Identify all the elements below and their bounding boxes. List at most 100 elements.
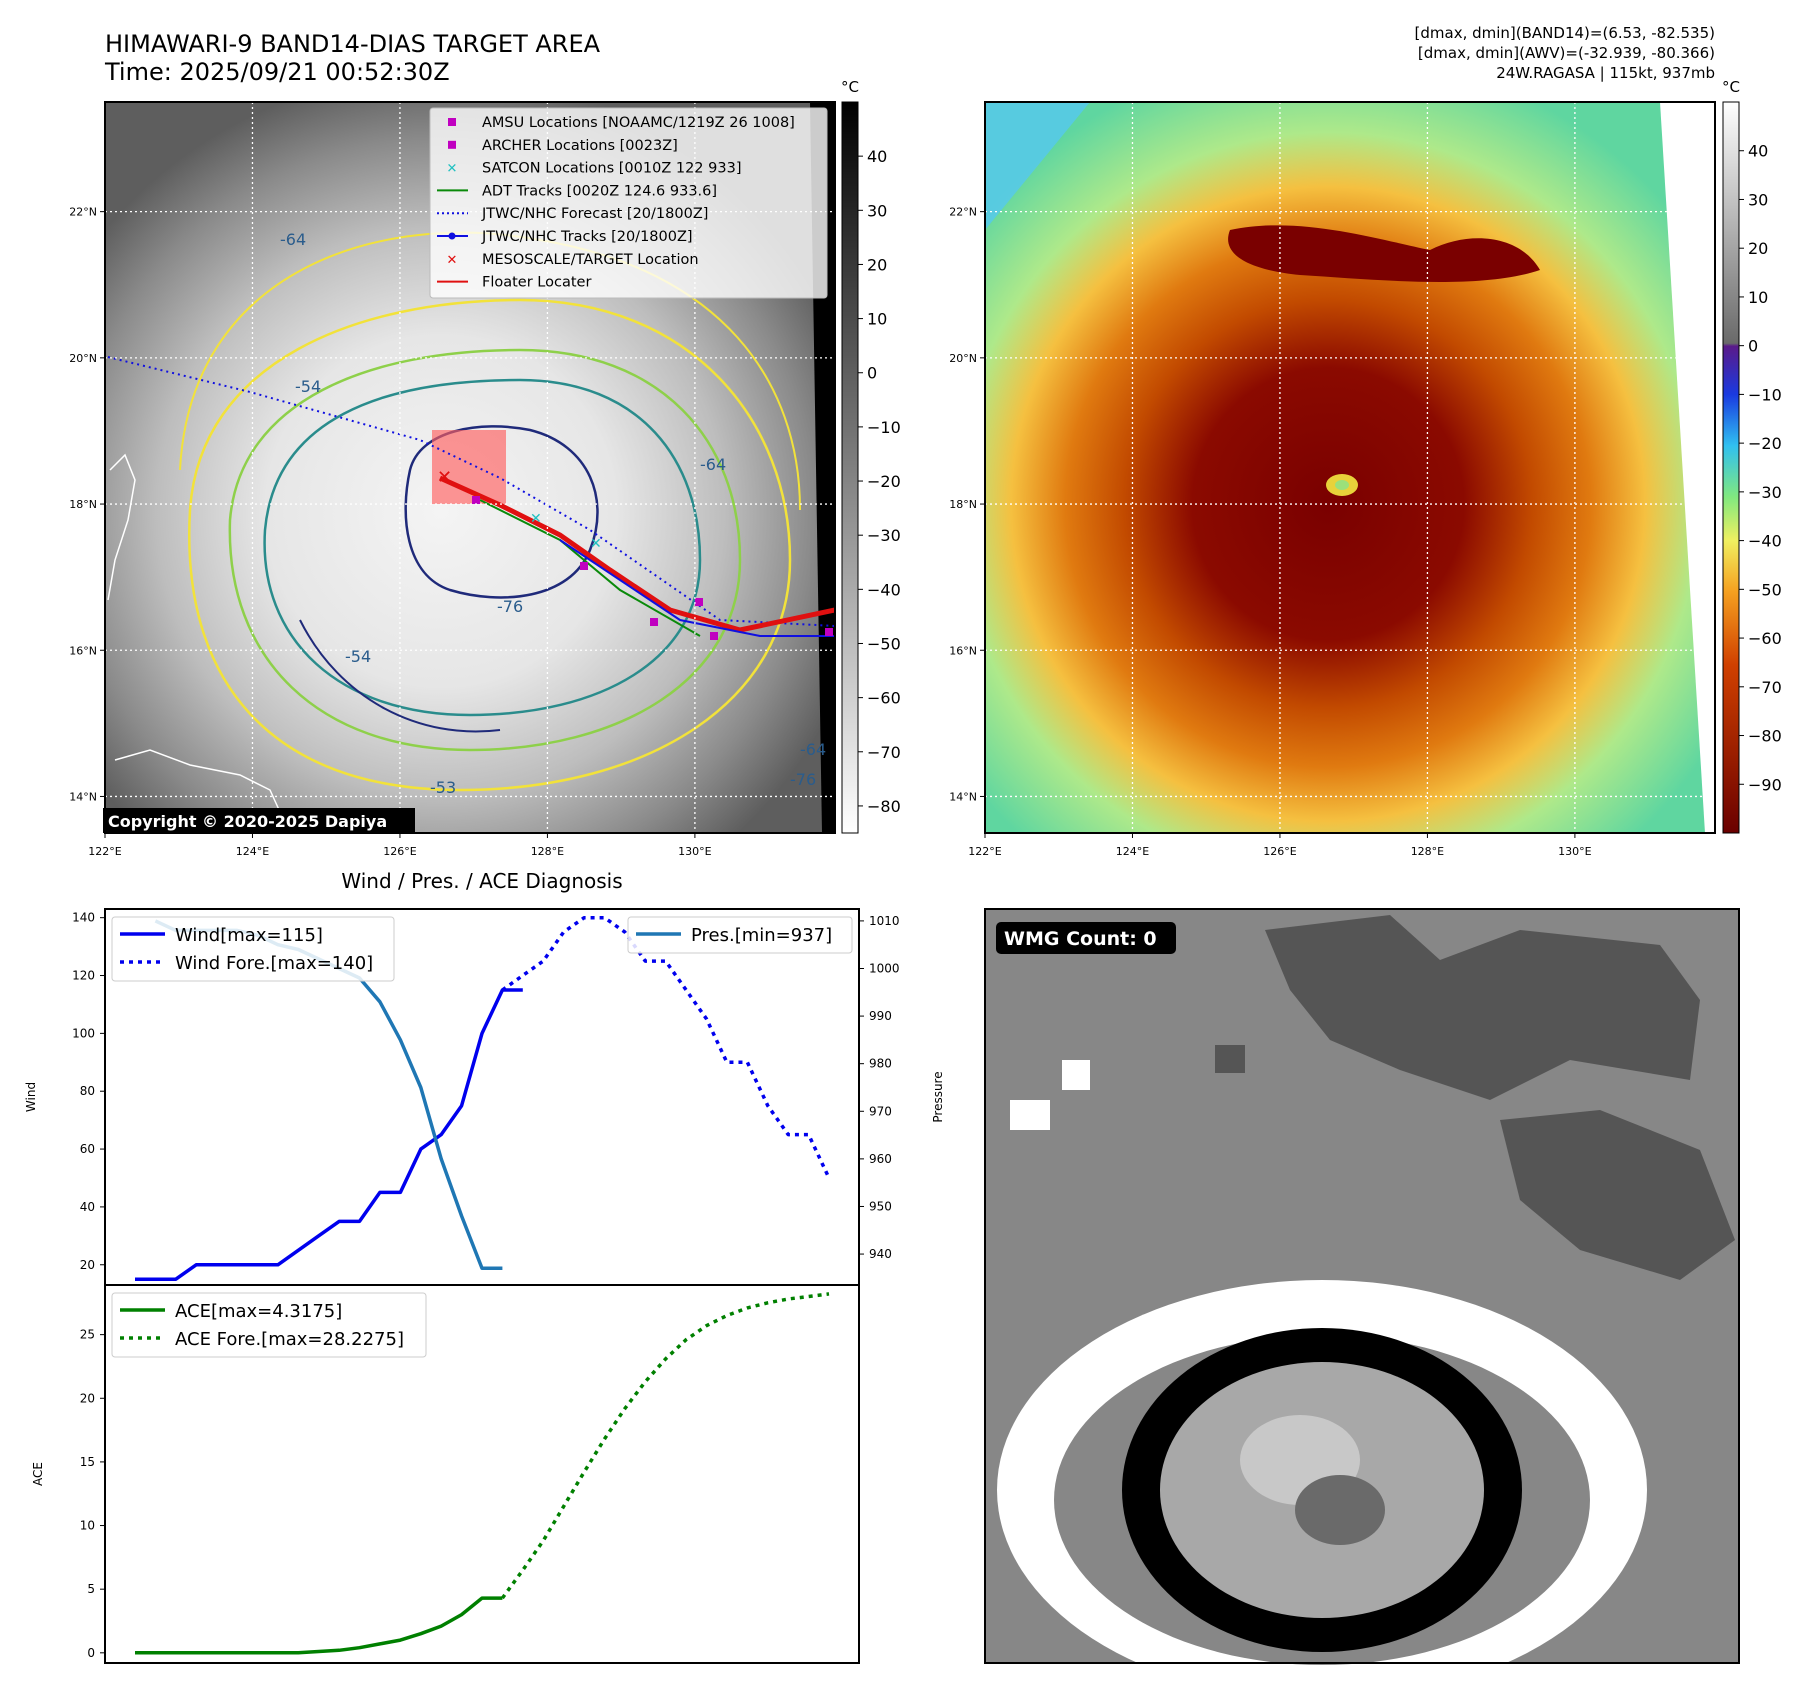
wmg-dark-region-east <box>1500 1110 1735 1280</box>
colorbar-tick-label: −60 <box>867 689 901 708</box>
map-ir-axes: 22°N 20°N 18°N 16°N 14°N 122°E 124°E 126°E 128°E… <box>69 206 711 858</box>
colorbar-tick-label: −10 <box>1748 385 1782 404</box>
y-tick-label: 25 <box>80 1328 95 1342</box>
jtwc-best-track <box>559 539 835 637</box>
lon-tick-label: 130°E <box>678 845 711 858</box>
lat-tick-label: 20°N <box>949 352 977 365</box>
legend-x-marker-icon: ✕ <box>447 253 458 268</box>
floater-locater-track <box>438 475 835 633</box>
legend-box <box>429 107 828 299</box>
adt-track <box>479 499 701 637</box>
colorbar-tick-label: −50 <box>1748 580 1782 599</box>
copyright-text: Copyright © 2020-2025 Dapiya <box>108 812 387 831</box>
mesoscale-x-marker: ✕ <box>437 467 452 488</box>
colorbar-tick-label: −10 <box>867 418 901 437</box>
legend-item-label: MESOSCALE/TARGET Location <box>482 252 699 268</box>
legend-item-label: ARCHER Locations [0023Z] <box>482 138 678 154</box>
y-right-tick-label: 940 <box>869 1247 892 1261</box>
satcon-marker: ✕ <box>530 511 542 527</box>
colorbar-tick-label: −80 <box>1748 727 1782 746</box>
map-color-frame <box>984 101 1716 834</box>
colorbar-tick-label: 20 <box>1748 239 1768 258</box>
contour-label: -54 <box>345 647 371 666</box>
lon-tick-label: 126°E <box>1263 845 1296 858</box>
y-right-tick-label: 960 <box>869 1152 892 1166</box>
contour-awv-band <box>299 619 501 733</box>
colorbar-tick-label: 40 <box>1748 142 1768 161</box>
wmg-count-label: WMG Count: 0 <box>1004 928 1157 950</box>
ace-chart: 0 5 10 15 20 25 ACE ACE[max=4.3175] ACE Fore.… <box>31 1284 860 1664</box>
pressure-legend-box <box>627 916 853 954</box>
y-tick-label: 100 <box>72 1026 95 1040</box>
wmg-panel: WMG Count: 0 <box>984 908 1740 1690</box>
lon-tick-label: 130°E <box>1558 845 1591 858</box>
clear-sky-region <box>985 102 1090 230</box>
storm-info: 24W.RAGASA | 115kt, 937mb <box>1496 64 1715 82</box>
colorbar-tick-label: 40 <box>867 147 887 166</box>
colorbar-tick-label: −20 <box>867 472 901 491</box>
coastline-south <box>114 749 281 813</box>
contour-green <box>228 348 742 752</box>
figure-timestamp: Time: 2025/09/21 00:52:30Z <box>104 58 450 86</box>
map-ir-frame <box>104 101 836 834</box>
colorbar-tick-label: −50 <box>867 634 901 653</box>
colorbar-tick-label: 10 <box>1748 288 1768 307</box>
wmg-white-patch <box>1010 1100 1050 1130</box>
archer-marker <box>472 496 480 504</box>
legend-item-label: Floater Locater <box>482 275 591 291</box>
ace-legend-box <box>111 1292 427 1358</box>
colorbar-color: °C 40 30 20 10 0 −10 −20 −30 −40 −50 −60 −70 −80 −90 <box>1722 78 1782 834</box>
map-ir-panel: ✕ ✕ ✕ -64 -54 -76 -54 -64 -64 -76 -53 22°N 20°N 1… <box>69 101 836 858</box>
lon-tick-label: 128°E <box>1411 845 1444 858</box>
lon-tick-label: 124°E <box>236 845 269 858</box>
lat-tick-label: 16°N <box>69 644 97 657</box>
colorbar-gray-strip <box>841 101 859 834</box>
map-legend: AMSU Locations [NOAAMC/1219Z 26 1008] ARC… <box>429 107 828 299</box>
colorbar-tick-label: 0 <box>867 364 877 383</box>
awv-stats: [dmax, dmin](AWV)=(-32.939, -80.366) <box>1418 44 1715 62</box>
contour-label: -54 <box>295 377 321 396</box>
lat-tick-label: 20°N <box>69 352 97 365</box>
eye-center <box>1335 480 1349 490</box>
series-line <box>501 915 831 1179</box>
ace-legend-label: ACE[max=4.3175] <box>175 1301 342 1322</box>
y-right-tick-label: 980 <box>869 1057 892 1071</box>
wmg-frame <box>984 908 1740 1664</box>
legend-item-label: JTWC/NHC Forecast [20/1800Z] <box>481 206 708 222</box>
contour-label: -53 <box>430 778 456 797</box>
lat-tick-label: 14°N <box>69 790 97 803</box>
series-line <box>500 1292 830 1600</box>
ace-legend: ACE[max=4.3175] ACE Fore.[max=28.2275] <box>111 1292 427 1358</box>
copyright-badge <box>103 808 415 833</box>
contour-label: -64 <box>800 740 826 759</box>
y-right-tick-label: 990 <box>869 1009 892 1023</box>
colorbar-gray-unit: °C <box>841 78 859 96</box>
wmg-dark-patch <box>1215 1045 1245 1073</box>
pressure-legend: Pres.[min=937] <box>627 916 853 954</box>
series-line <box>135 1596 503 1655</box>
colorbar-gray: °C 40 30 20 10 0 −10 −20 −30 −40 −50 −60 −70 −80 <box>841 78 901 834</box>
ace-forecast-legend-label: ACE Fore.[max=28.2275] <box>175 1329 404 1350</box>
y-tick-label: 20 <box>80 1391 95 1405</box>
y-tick-label: 40 <box>80 1200 95 1214</box>
amsu-marker <box>710 632 718 640</box>
jtwc-forecast-track <box>107 356 835 627</box>
amsu-marker <box>650 618 658 626</box>
wmg-count-badge <box>996 922 1176 954</box>
legend-dot-icon <box>448 232 456 240</box>
contour-outer <box>188 298 792 792</box>
map-ir-contour-labels: -64 -54 -76 -54 -64 -64 -76 -53 <box>280 230 826 797</box>
diagnosis-title: Wind / Pres. / ACE Diagnosis <box>341 869 622 893</box>
color-ir-imagery <box>985 102 1715 833</box>
lon-tick-label: 122°E <box>968 845 1001 858</box>
legend-item-label: ADT Tracks [0020Z 124.6 933.6] <box>482 183 717 199</box>
y-tick-label: 15 <box>80 1455 95 1469</box>
contour-label: -76 <box>497 597 523 616</box>
wind-axis-label: Wind <box>24 1082 38 1112</box>
amsu-marker <box>580 562 588 570</box>
colorbar-tick-label: −70 <box>1748 678 1782 697</box>
legend-item-label: SATCON Locations [0010Z 122 933] <box>482 161 741 177</box>
colorbar-tick-label: −60 <box>1748 629 1782 648</box>
y-right-tick-label: 950 <box>869 1199 892 1213</box>
